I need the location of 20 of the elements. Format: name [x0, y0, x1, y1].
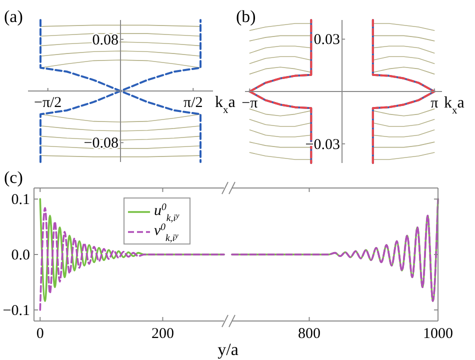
x-tick-label: π/2: [184, 95, 203, 111]
y-tick-label: −0.08: [84, 136, 118, 152]
x-tick-label: −π/2: [34, 95, 62, 111]
x-axis-title: k$_{x}$a: [444, 94, 464, 116]
x-axis-title: y/a: [218, 340, 239, 359]
x-tick-label: 200: [151, 326, 174, 342]
y-tick-label: −0.1: [2, 302, 30, 319]
chart-title: (c): [4, 168, 23, 187]
y-tick-label: 0.1: [11, 192, 30, 208]
chart-title: (b): [236, 7, 256, 26]
x-tick-label: −π: [242, 96, 258, 112]
x-tick-label: 800: [298, 326, 320, 342]
y-tick-label: 0.08: [92, 32, 118, 48]
x-axis-title: k$_{x}$a: [215, 94, 236, 116]
y-tick-label: 0.03: [314, 32, 340, 48]
x-tick-label: 1000: [423, 326, 453, 342]
x-tick-label: 0: [36, 326, 44, 342]
y-tick-label: 0.0: [11, 248, 30, 264]
x-tick-label: π: [430, 96, 439, 112]
chart-title: (a): [4, 7, 23, 26]
